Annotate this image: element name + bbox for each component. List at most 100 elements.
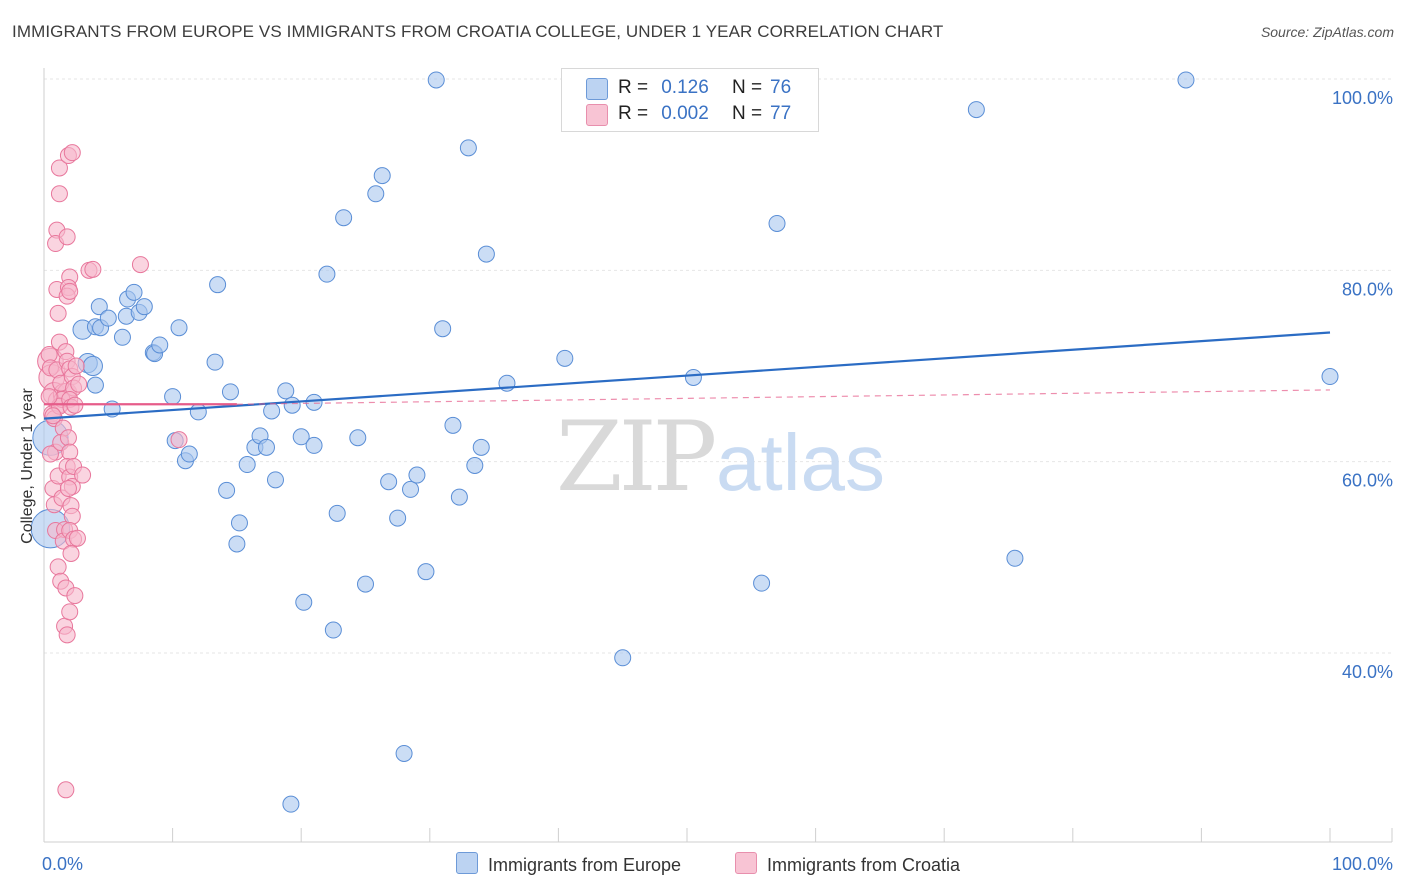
europe-point	[221, 383, 239, 401]
europe-point	[292, 428, 310, 446]
europe-point	[373, 167, 391, 185]
legend-row-europe: R = 0.126 N = 76	[562, 75, 818, 101]
europe-point	[349, 429, 367, 447]
europe-point	[228, 535, 246, 553]
europe-point	[768, 214, 786, 232]
legend-n-value: 77	[770, 103, 792, 124]
y-tick-labels: 100.0% 80.0% 60.0% 40.0%	[1332, 88, 1393, 682]
croatia-point	[50, 185, 68, 203]
europe-point	[434, 320, 452, 338]
croatia-point	[63, 144, 81, 162]
europe-point	[395, 744, 413, 762]
croatia-point	[84, 260, 102, 278]
europe-point	[164, 388, 182, 406]
croatia-point	[63, 507, 81, 525]
croatia-point	[74, 466, 92, 484]
europe-point	[444, 416, 462, 434]
legend-n-label: N =	[732, 103, 763, 124]
europe-point	[324, 621, 342, 639]
europe-point	[328, 504, 346, 522]
gridlines	[44, 78, 1392, 654]
europe-point	[408, 466, 426, 484]
croatia-point	[49, 558, 67, 576]
trend-lines	[43, 331, 1331, 420]
europe-point	[335, 209, 353, 227]
correlation-legend: R = 0.126 N = 76 R = 0.002 N = 77	[561, 68, 819, 132]
europe-point	[86, 376, 104, 394]
croatia-point	[49, 304, 67, 322]
europe-point	[477, 245, 495, 263]
europe-point	[753, 574, 771, 592]
europe-point	[218, 481, 236, 499]
europe-point	[82, 355, 103, 377]
y-tick-label: 100.0%	[1332, 88, 1393, 108]
europe-point	[357, 575, 374, 593]
europe-point	[318, 265, 336, 283]
series-croatia-points	[37, 144, 188, 799]
europe-point	[614, 649, 632, 667]
europe-trend-line	[43, 331, 1331, 420]
europe-point	[305, 393, 323, 411]
croatia-point	[40, 388, 58, 406]
europe-point	[113, 328, 131, 346]
x-tick-label: 100.0%	[1332, 854, 1393, 874]
europe-point	[305, 436, 323, 454]
legend-label-europe: Immigrants from Europe	[488, 855, 682, 875]
europe-point	[170, 319, 188, 337]
legend-r-value: 0.126	[661, 77, 709, 98]
y-tick-label: 60.0%	[1342, 471, 1393, 491]
europe-point	[151, 336, 169, 354]
croatia-point	[61, 603, 79, 621]
europe-point	[1321, 368, 1339, 386]
europe-point	[459, 139, 477, 157]
legend-n-value: 76	[770, 77, 792, 98]
europe-point	[206, 353, 224, 371]
legend-r-label: R =	[618, 77, 649, 98]
europe-point	[402, 480, 420, 498]
y-tick-label: 40.0%	[1342, 662, 1393, 682]
croatia-point	[70, 375, 88, 393]
croatia-point	[59, 429, 77, 447]
croatia-point	[61, 282, 79, 300]
europe-point	[417, 563, 435, 581]
croatia-point	[131, 256, 149, 274]
chart-title: IMMIGRANTS FROM EUROPE VS IMMIGRANTS FRO…	[12, 22, 944, 41]
europe-point	[1006, 549, 1024, 567]
europe-point	[556, 349, 574, 367]
europe-point	[135, 298, 153, 316]
europe-point	[967, 101, 985, 119]
europe-point	[472, 438, 490, 456]
europe-point	[283, 396, 301, 414]
croatia-point	[66, 587, 84, 605]
croatia-trend-extension	[236, 389, 1331, 405]
legend-swatch-croatia	[586, 104, 608, 126]
europe-point	[263, 402, 281, 420]
europe-point	[125, 283, 143, 301]
europe-point	[189, 403, 207, 421]
europe-point	[209, 276, 227, 294]
series-legend: Immigrants from Europe Immigrants from C…	[0, 852, 1406, 878]
europe-point	[450, 488, 468, 506]
legend-r-label: R =	[618, 103, 649, 124]
croatia-point	[59, 479, 77, 497]
europe-point	[380, 473, 398, 491]
europe-point	[1177, 71, 1195, 89]
watermark: ZIP atlas	[556, 401, 885, 513]
legend-item-croatia[interactable]: Immigrants from Croatia	[735, 852, 960, 876]
watermark-atlas: atlas	[716, 418, 885, 507]
legend-swatch-europe	[586, 78, 608, 100]
y-tick-label: 80.0%	[1342, 279, 1393, 299]
europe-point	[427, 71, 445, 89]
europe-point	[466, 456, 484, 474]
legend-r-value: 0.002	[661, 103, 709, 124]
croatia-point	[57, 781, 75, 799]
europe-point	[257, 438, 275, 456]
europe-point	[90, 298, 108, 316]
europe-point	[238, 456, 256, 474]
y-axis-label: College, Under 1 year	[19, 388, 36, 544]
legend-item-europe[interactable]: Immigrants from Europe	[456, 852, 681, 876]
europe-point	[266, 471, 284, 489]
croatia-point	[61, 443, 79, 461]
watermark-zip: ZIP	[556, 401, 715, 513]
